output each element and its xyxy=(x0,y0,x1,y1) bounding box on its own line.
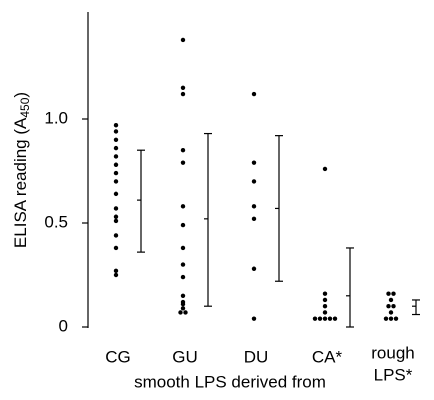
data-point xyxy=(317,316,323,321)
x-tick-label: CG xyxy=(105,347,131,366)
data-point xyxy=(113,218,119,224)
data-point xyxy=(251,266,257,271)
data-point xyxy=(180,306,186,311)
x-tick-label: GU xyxy=(172,347,198,366)
x-tick-label: DU xyxy=(244,347,269,366)
data-point xyxy=(113,162,119,167)
data-point xyxy=(113,272,119,278)
data-point xyxy=(180,37,186,43)
data-point xyxy=(322,291,328,296)
data-point xyxy=(113,268,119,274)
x-tick-label: rough xyxy=(371,343,414,362)
data-point xyxy=(322,297,328,303)
data-point xyxy=(183,310,188,315)
data-point xyxy=(113,214,119,219)
y-tick-label: 0 xyxy=(59,316,68,335)
data-point xyxy=(180,148,186,153)
data-point xyxy=(180,91,186,97)
data-point xyxy=(113,129,119,134)
y-label-prefix: ELISA reading (A xyxy=(11,117,30,248)
data-point xyxy=(113,206,119,211)
data-point xyxy=(251,160,257,165)
data-point xyxy=(322,316,328,321)
x-tick-label: LPS* xyxy=(374,365,413,384)
data-point xyxy=(113,123,119,128)
data-point xyxy=(251,91,257,97)
data-point xyxy=(113,145,119,151)
data-point xyxy=(386,291,391,296)
data-point xyxy=(180,262,186,267)
data-point xyxy=(322,166,328,172)
y-axis-label: ELISA reading (A450) xyxy=(11,92,32,248)
data-point xyxy=(251,179,257,184)
data-point xyxy=(113,191,119,197)
data-point xyxy=(393,316,399,321)
data-point xyxy=(388,297,394,303)
data-point xyxy=(322,304,328,309)
data-point xyxy=(386,304,391,309)
data-point xyxy=(312,316,318,321)
data-point xyxy=(113,137,119,142)
data-point xyxy=(113,233,119,238)
data-point xyxy=(180,204,186,209)
data-point xyxy=(251,216,257,222)
x-tick-label: CA* xyxy=(312,347,343,366)
data-point xyxy=(251,316,257,321)
data-point xyxy=(251,204,257,209)
y-label-subscript: 450 xyxy=(18,97,32,117)
data-point xyxy=(388,310,394,315)
y-tick-label: 1.0 xyxy=(44,108,68,127)
data-point xyxy=(178,310,183,315)
data-point xyxy=(332,316,338,321)
data-point xyxy=(391,304,396,309)
data-point xyxy=(180,85,186,91)
data-point xyxy=(388,316,394,321)
y-label-suffix: ) xyxy=(11,92,30,98)
data-point xyxy=(113,154,119,159)
data-point xyxy=(180,274,186,280)
data-point xyxy=(113,170,119,176)
data-point xyxy=(391,291,396,296)
x-axis-label: smooth LPS derived from xyxy=(134,372,326,391)
data-point xyxy=(383,316,389,321)
y-tick-label: 0.5 xyxy=(44,212,68,231)
data-point xyxy=(180,222,186,228)
data-point xyxy=(113,245,119,251)
data-point xyxy=(180,245,186,251)
data-point xyxy=(327,316,333,321)
data-point xyxy=(180,293,186,298)
data-point xyxy=(180,301,186,307)
data-point xyxy=(180,160,186,165)
data-point xyxy=(113,179,119,184)
data-point xyxy=(322,310,328,315)
